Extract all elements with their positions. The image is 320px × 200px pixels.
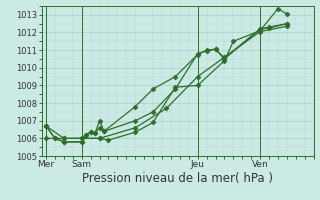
X-axis label: Pression niveau de la mer( hPa ): Pression niveau de la mer( hPa ) xyxy=(82,172,273,185)
